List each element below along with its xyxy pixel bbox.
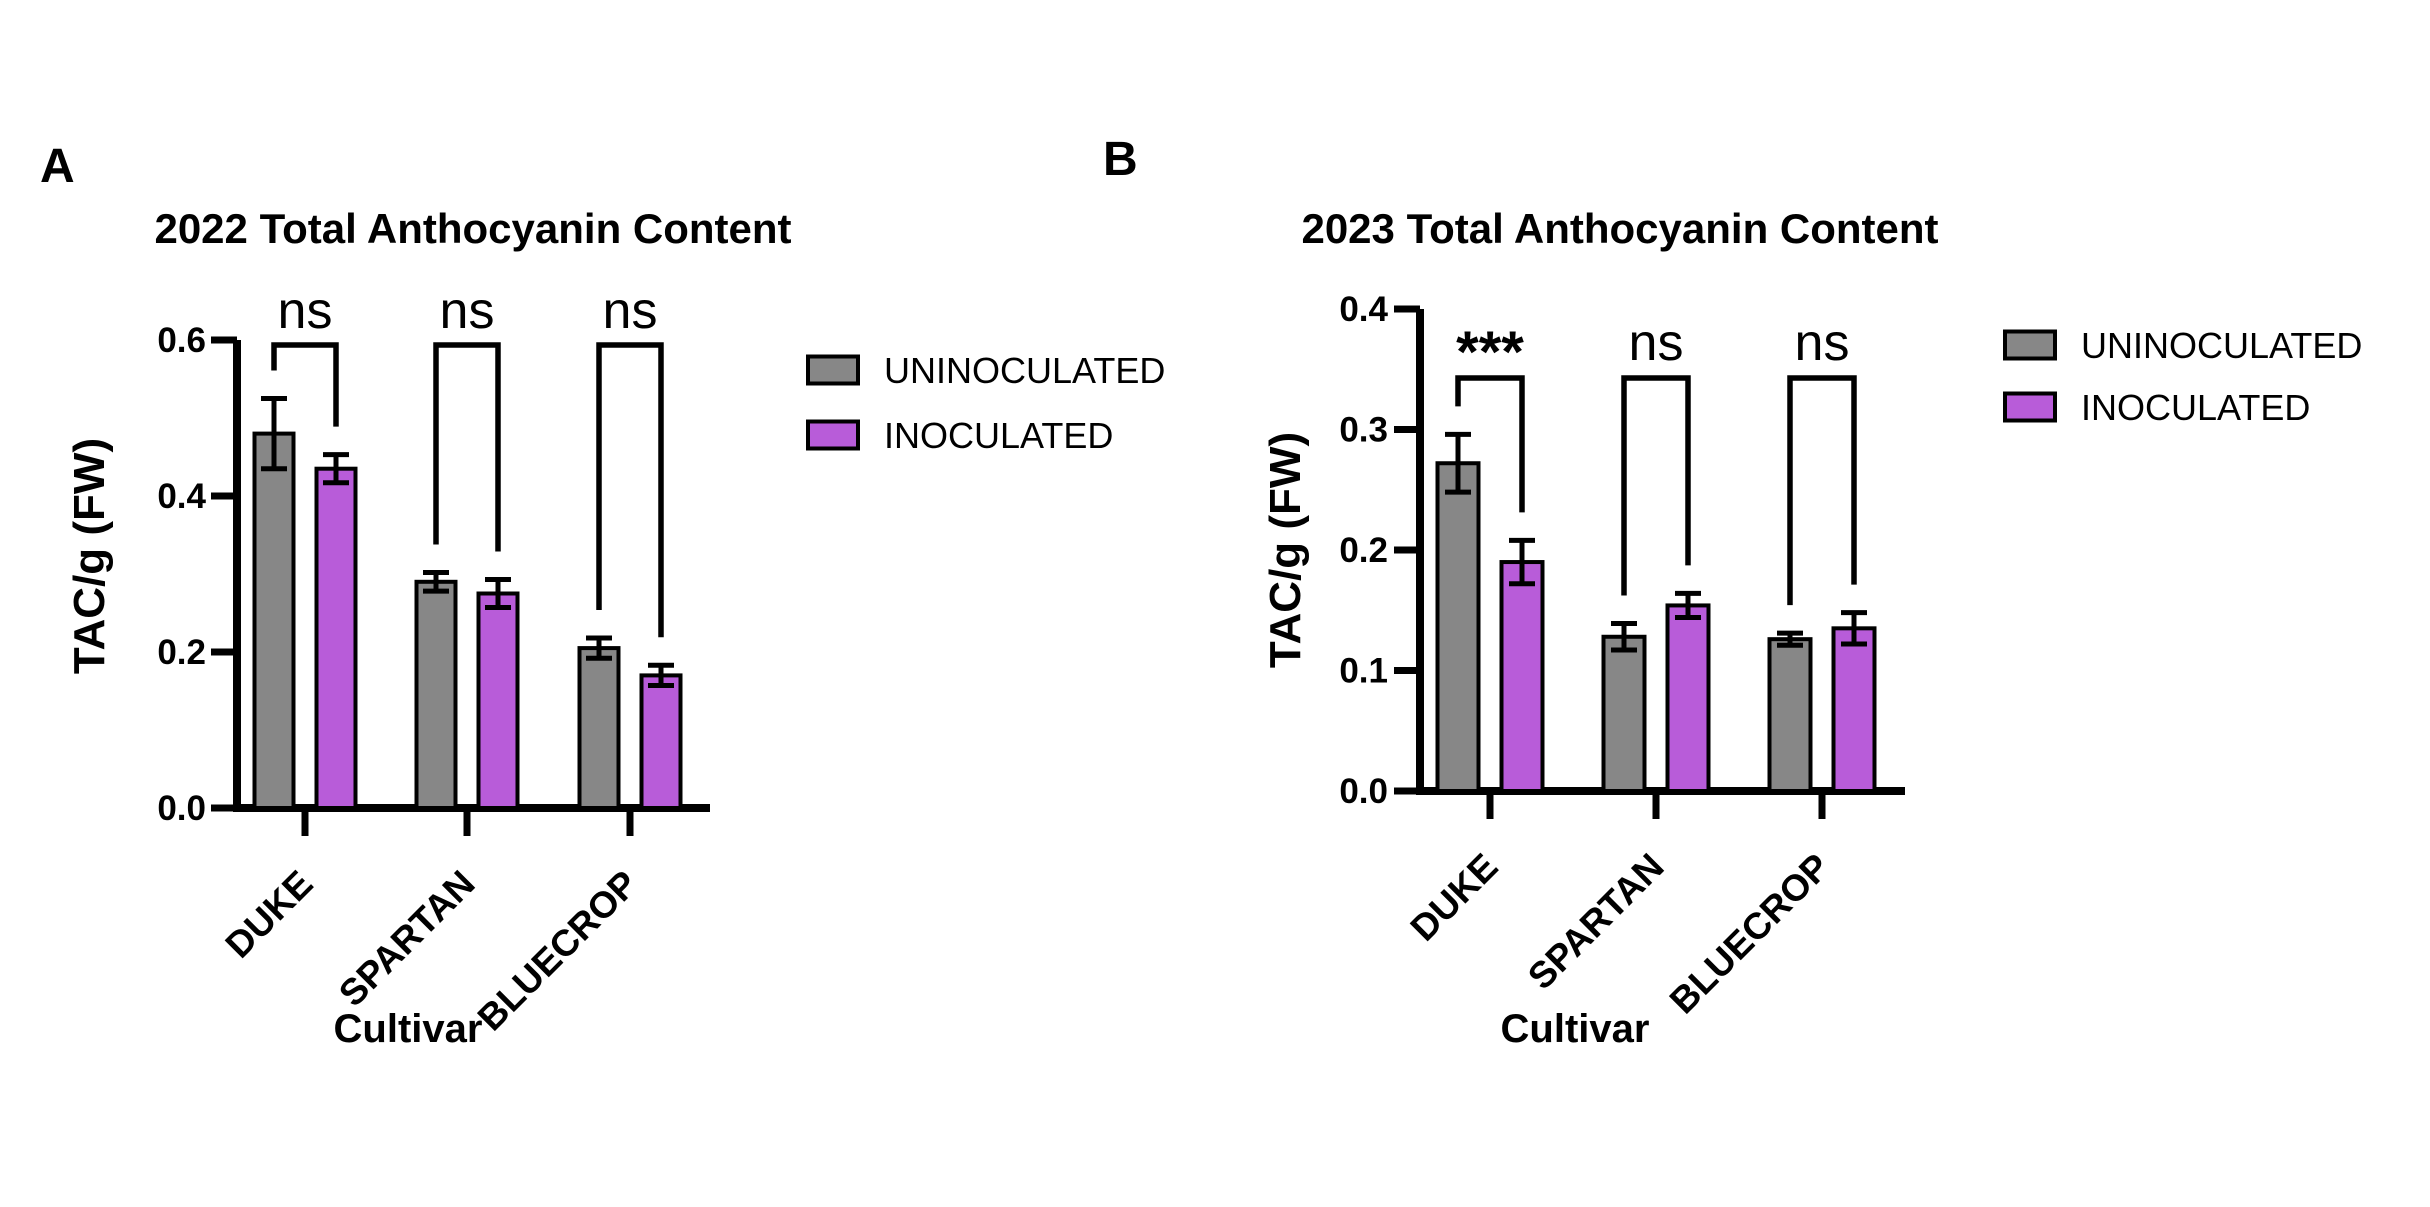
y-tick-label: 0.2 [157,633,206,672]
bar-bluecrop-inoculated [1831,626,1877,794]
y-tick-label: 0.3 [1339,411,1388,450]
x-tick-label: SPARTAN [331,863,483,1015]
x-tick-label: DUKE [218,863,321,966]
y-axis-title: TAC/g (FW) [65,438,114,674]
x-tick-label: BLUECROP [1662,846,1838,1022]
bar-bluecrop-inoculated [639,673,683,811]
bar-duke-inoculated [314,466,358,810]
legend-label: UNINOCULATED [2081,325,2362,366]
panel-letter: B [1103,133,1138,186]
error-bar [586,635,612,661]
significance-bracket [433,342,501,552]
legend-panel-a: UNINOCULATED INOCULATED [806,350,1165,456]
error-bar [1675,590,1701,620]
panel-a: A 2022 Total Anthocyanin Content 0.0 0.2 0.4… [40,140,1165,1051]
chart-title: 2022 Total Anthocyanin Content [154,205,791,252]
panel-letter: A [40,140,75,193]
significance-bracket [596,342,664,638]
significance-bracket [1787,375,1857,606]
bar-duke-uninoculated [1435,461,1481,793]
y-tick-label: 0.2 [1339,531,1388,570]
x-tick-label: BLUECROP [470,863,646,1039]
error-bar [323,452,349,486]
bar-spartan-uninoculated [414,579,458,810]
bar-bluecrop-uninoculated [577,646,621,810]
significance-label: ns [603,282,658,340]
x-tick-label: SPARTAN [1520,846,1672,998]
y-tick-label: 0.4 [1339,290,1388,329]
significance-label: ns [440,282,495,340]
error-bar [1841,610,1867,647]
bar-spartan-uninoculated [1601,634,1647,794]
bar-bluecrop-uninoculated [1767,637,1813,793]
x-tick-label: DUKE [1403,846,1506,949]
error-bar [1509,537,1535,587]
panel-b: B 2023 Total Anthocyanin Content 0.0 0.1 0.2… [1103,133,2362,1051]
significance-label: ns [278,282,333,340]
bar-duke-inoculated [1499,560,1545,793]
bar-spartan-inoculated [476,591,520,810]
y-tick-label: 0.0 [1339,772,1388,811]
significance-bracket [1621,375,1691,596]
y-axis-title: TAC/g (FW) [1261,432,1310,668]
significance-bracket [1455,375,1525,513]
error-bar [485,576,511,611]
y-tick-label: 0.1 [1339,652,1388,691]
legend-swatch-uninoculated [806,354,860,386]
x-axis-title: Cultivar [1501,1007,1650,1051]
error-bar [648,662,674,689]
bar-duke-uninoculated [252,431,296,810]
chart-title: 2023 Total Anthocyanin Content [1301,205,1938,252]
legend-label: INOCULATED [884,415,1113,456]
legend-panel-b: UNINOCULATED INOCULATED [2003,325,2362,428]
y-tick-label: 0.4 [157,477,206,516]
error-bar [261,396,287,472]
legend-swatch-uninoculated [2003,329,2057,361]
significance-label: *** [1456,320,1524,385]
significance-label: ns [1795,314,1850,372]
legend-swatch-inoculated [2003,391,2057,423]
significance-bracket [271,342,339,427]
x-axis-title: Cultivar [334,1007,483,1051]
error-bar [1445,431,1471,495]
error-bar [1611,621,1637,653]
y-tick-label: 0.0 [157,789,206,828]
error-bar [423,569,449,594]
legend-label: INOCULATED [2081,387,2310,428]
bar-spartan-inoculated [1665,603,1711,793]
legend-label: UNINOCULATED [884,350,1165,391]
significance-label: ns [1629,314,1684,372]
legend-swatch-inoculated [806,419,860,451]
error-bar [1777,630,1803,648]
y-tick-label: 0.6 [157,321,206,360]
